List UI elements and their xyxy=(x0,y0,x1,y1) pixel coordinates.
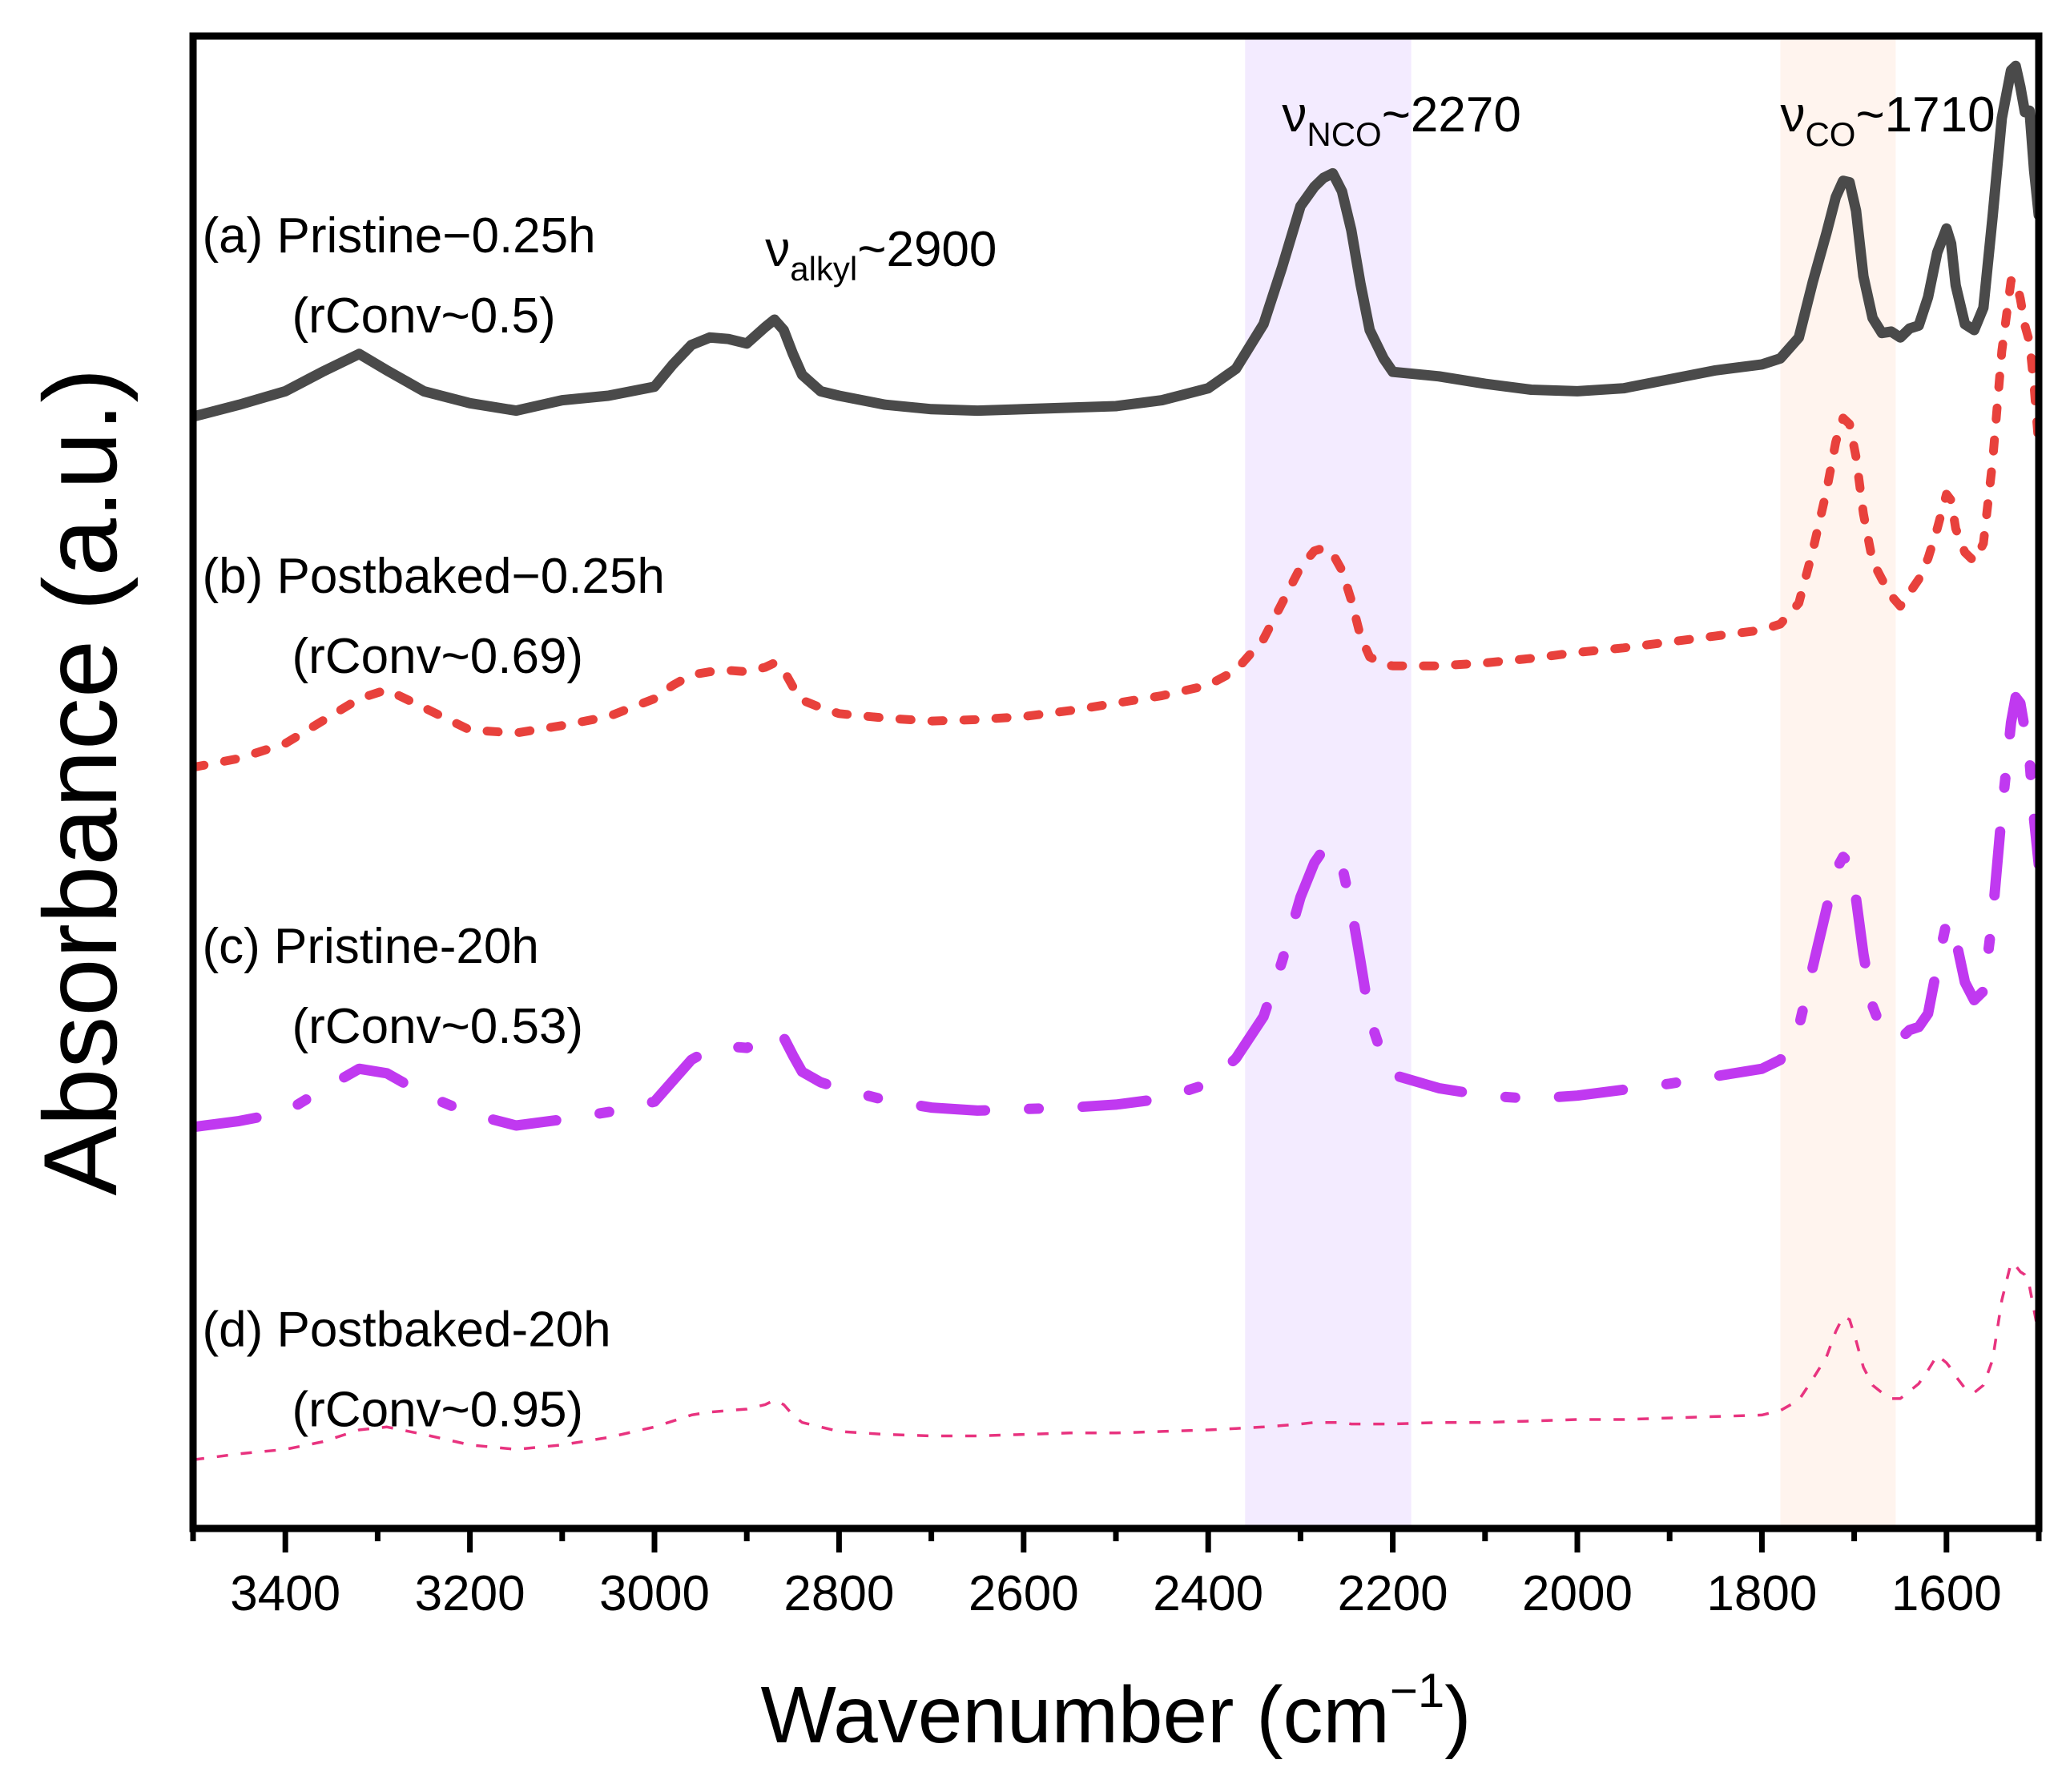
series-sublabel-3: (rConv~0.53) xyxy=(292,999,584,1054)
x-tick-label-2400: 2400 xyxy=(1153,1566,1263,1621)
x-axis-ticks: 3400 3200 3000 2800 2600 2400 2200 2000 1800 1600 xyxy=(190,1528,2042,1621)
x-tick-label-3000: 3000 xyxy=(599,1566,710,1621)
peak-annotation-2: νNCO~2270 xyxy=(1282,87,1520,153)
series-line-2 xyxy=(193,275,2039,772)
spectra xyxy=(193,60,2039,1462)
highlight-bands xyxy=(1245,36,1896,1528)
peak-annotation-subscript: alkyl xyxy=(790,250,857,288)
x-axis-label-close: ) xyxy=(1444,1670,1471,1760)
peak-annotation-value: ~2900 xyxy=(857,222,997,277)
x-tick-label-2200: 2200 xyxy=(1338,1566,1448,1621)
series-label-1: (a) Pristine−0.25h xyxy=(203,208,596,264)
peak-annotation-1: νalkyl~2900 xyxy=(765,222,997,288)
peak-annotation-3: νCO~1710 xyxy=(1780,87,1995,153)
peak-annotation-subscript: CO xyxy=(1805,115,1855,153)
x-axis-label-exponent: −1 xyxy=(1390,1664,1444,1718)
peak-annotation-value: ~2270 xyxy=(1382,87,1521,143)
series-sublabel-2: (rConv~0.69) xyxy=(292,629,584,684)
x-tick-label-1600: 1600 xyxy=(1891,1566,2002,1621)
peak-annotation-symbol: ν xyxy=(1780,87,1805,143)
series-line-4 xyxy=(193,1261,2039,1462)
series-sublabel-4: (rConv~0.95) xyxy=(292,1383,584,1438)
x-axis-label: Wavenumber (cm−1) xyxy=(760,1664,1471,1760)
x-tick-label-2000: 2000 xyxy=(1522,1566,1633,1621)
highlight-band-1 xyxy=(1245,36,1412,1528)
x-tick-label-1800: 1800 xyxy=(1706,1566,1817,1621)
series-label-3: (c) Pristine-20h xyxy=(203,919,539,974)
x-tick-label-2800: 2800 xyxy=(783,1566,894,1621)
peak-annotation-subscript: NCO xyxy=(1307,115,1381,153)
series-sublabel-1: (rConv~0.5) xyxy=(292,288,556,344)
series-line-1 xyxy=(193,60,2039,422)
series-labels: (a) Pristine−0.25h (rConv~0.5) (b) Postbak… xyxy=(203,208,665,1438)
peak-annotation-value: ~1710 xyxy=(1855,87,1995,143)
peak-annotation-symbol: ν xyxy=(1282,87,1307,143)
x-tick-label-3200: 3200 xyxy=(415,1566,526,1621)
peak-annotation-symbol: ν xyxy=(765,222,790,277)
x-axis-label-main: Wavenumber (cm xyxy=(760,1670,1389,1760)
series-label-4: (d) Postbaked-20h xyxy=(203,1303,611,1358)
x-tick-label-3400: 3400 xyxy=(230,1566,340,1621)
series-label-2: (b) Postbaked−0.25h xyxy=(203,549,665,604)
x-tick-label-2600: 2600 xyxy=(969,1566,1079,1621)
y-axis-label: Absorbance (a.u.) xyxy=(22,368,139,1195)
highlight-band-2 xyxy=(1780,36,1896,1528)
